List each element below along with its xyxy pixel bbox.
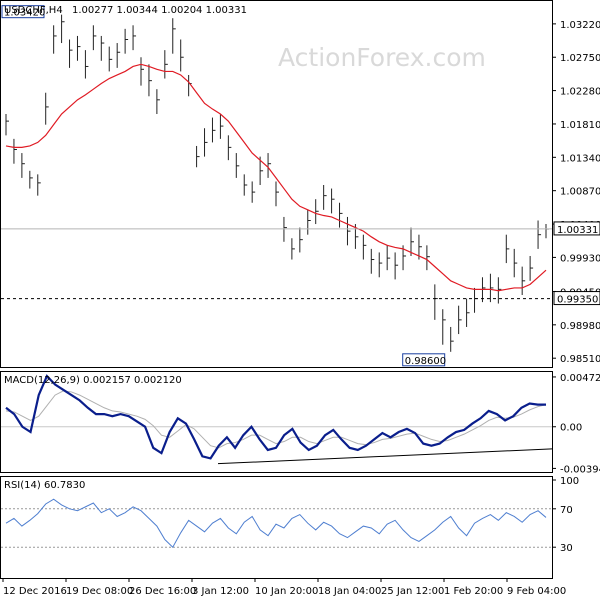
rsi-line (5, 498, 547, 549)
annotation-box (402, 353, 446, 367)
price-tick-label: 1.02280 (560, 87, 600, 98)
rsi-panel (0, 476, 553, 579)
macd-line (5, 374, 546, 460)
macd-signal-line (5, 390, 547, 449)
time-tick-label: 18 Jan 04:00 (318, 586, 381, 597)
price-level-label: 1.00331 (557, 225, 598, 236)
price-level-tag (553, 221, 600, 236)
rsi-tick-label: 70 (560, 505, 573, 516)
macd-trendline (217, 448, 553, 465)
annotation-label: 0.98600 (405, 356, 446, 367)
price-tick-label: 1.01340 (560, 153, 600, 164)
watermark: ActionForex.com (278, 43, 486, 72)
rsi-tick-label: 100 (560, 476, 579, 487)
time-tick-label: 1 Feb 20:00 (444, 586, 503, 597)
moving-average-line (5, 63, 547, 292)
macd-panel (0, 371, 553, 473)
time-tick-label: 26 Dec 16:00 (129, 586, 196, 597)
rsi-tick-label: 30 (560, 543, 573, 554)
macd-tick-label: -0.003949 (560, 464, 600, 475)
macd-layer (1, 374, 553, 465)
price-tick-label: 0.99930 (560, 253, 600, 264)
price-tick-label: 1.00870 (560, 187, 600, 198)
time-tick-label: 9 Feb 04:00 (507, 586, 566, 597)
price-tick-label: 1.02750 (560, 53, 600, 64)
macd-title: MACD(12,26,9) 0.002157 0.002120 (4, 375, 182, 386)
price-tick-label: 1.01810 (560, 120, 600, 131)
price-level-label: 0.99350 (557, 295, 598, 306)
annotation-label: 1.03420 (4, 8, 45, 19)
price-layer: 1.03420 0.98600 (1, 5, 552, 367)
time-tick-label: 3 Jan 12:00 (192, 586, 249, 597)
macd-tick-label: 0.00 (560, 423, 582, 434)
price-tick-label: 0.98510 (560, 354, 600, 365)
time-tick-label: 19 Dec 08:00 (66, 586, 133, 597)
macd-tick-label: 0.004721 (560, 373, 600, 384)
time-tick-label: 10 Jan 20:00 (255, 586, 318, 597)
annotation-box (1, 5, 45, 19)
price-level-tag (553, 291, 600, 306)
axis-layer: 1.03220 1.02750 1.02280 1.01810 1.01340 1.008… (2, 20, 600, 597)
rsi-layer (1, 498, 552, 549)
symbol-title: USDCHF,H4 (4, 5, 63, 16)
price-tick-label: 1.03220 (560, 20, 600, 31)
time-tick-label: 12 Dec 2016 (3, 586, 67, 597)
ohlc-readout: 1.00277 1.00344 1.00204 1.00331 (72, 5, 247, 16)
price-tick-label: 0.98980 (560, 321, 600, 332)
rsi-title: RSI(14) 60.7830 (4, 480, 85, 491)
time-tick-label: 25 Jan 12:00 (381, 586, 444, 597)
